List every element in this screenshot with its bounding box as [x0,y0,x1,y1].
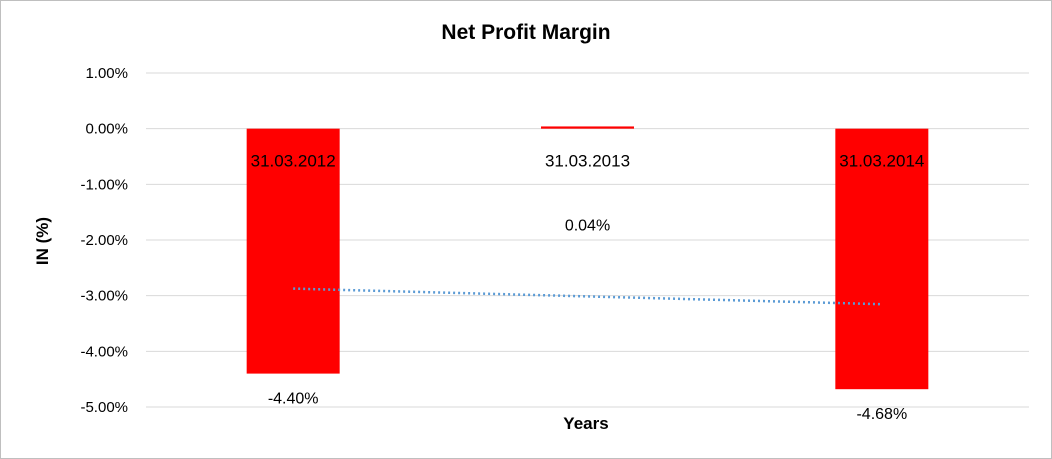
y-tick-label: -3.00% [80,288,128,305]
data-label: -4.68% [856,406,907,423]
y-tick-label: -2.00% [80,232,128,249]
bar [835,128,929,390]
trendline [293,287,882,306]
chart-title: Net Profit Margin [441,21,610,44]
category-label: 31.03.2014 [839,152,924,171]
data-label: -4.40% [268,391,319,408]
bar [246,128,340,374]
y-tick-label: -1.00% [80,176,128,193]
trendline-group [293,287,882,306]
bar [541,126,634,129]
y-axis-title: IN (%) [33,217,52,265]
bars [246,126,929,390]
y-tick-label: 0.00% [85,121,128,138]
y-tick-label: -5.00% [80,399,128,416]
labels: 1.00% 0.00% -1.00% -2.00% -3.00% -4.00% -5.00%… [80,65,924,423]
x-axis-title: Years [563,414,608,433]
y-tick-label: 1.00% [85,65,128,82]
y-tick-label: -4.00% [80,343,128,360]
category-label: 31.03.2013 [545,152,630,171]
category-label: 31.03.2012 [251,152,336,171]
data-label: 0.04% [565,218,610,235]
